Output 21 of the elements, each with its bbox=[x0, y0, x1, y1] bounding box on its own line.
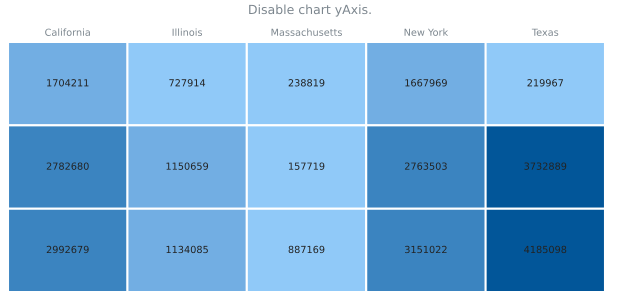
data-label: 1704211 bbox=[47, 79, 88, 86]
data-label: 887169 bbox=[288, 246, 324, 254]
data-label: 219967 bbox=[527, 79, 564, 86]
data-label: 2763503 bbox=[404, 162, 447, 170]
x-tick-label: Texas bbox=[532, 28, 558, 36]
data-label: 3732889 bbox=[524, 162, 566, 170]
data-label: 727914 bbox=[169, 79, 206, 86]
x-tick-label: New York bbox=[404, 28, 448, 36]
data-label: 1150659 bbox=[166, 162, 208, 170]
data-label: 157719 bbox=[289, 162, 324, 170]
x-tick-label: Illinois bbox=[172, 28, 202, 36]
x-tick-label: California bbox=[45, 28, 90, 36]
chart-title: Disable chart yAxis. bbox=[249, 4, 371, 17]
x-tick-label: Massachusetts bbox=[272, 28, 342, 36]
data-label: 1667969 bbox=[405, 79, 447, 86]
data-label: 4185098 bbox=[524, 246, 566, 254]
data-label: 2782680 bbox=[46, 162, 89, 170]
data-label: 238819 bbox=[288, 79, 324, 86]
data-label: 1134085 bbox=[166, 246, 208, 254]
data-label: 3151022 bbox=[404, 246, 447, 254]
data-label: 2992679 bbox=[46, 246, 89, 254]
